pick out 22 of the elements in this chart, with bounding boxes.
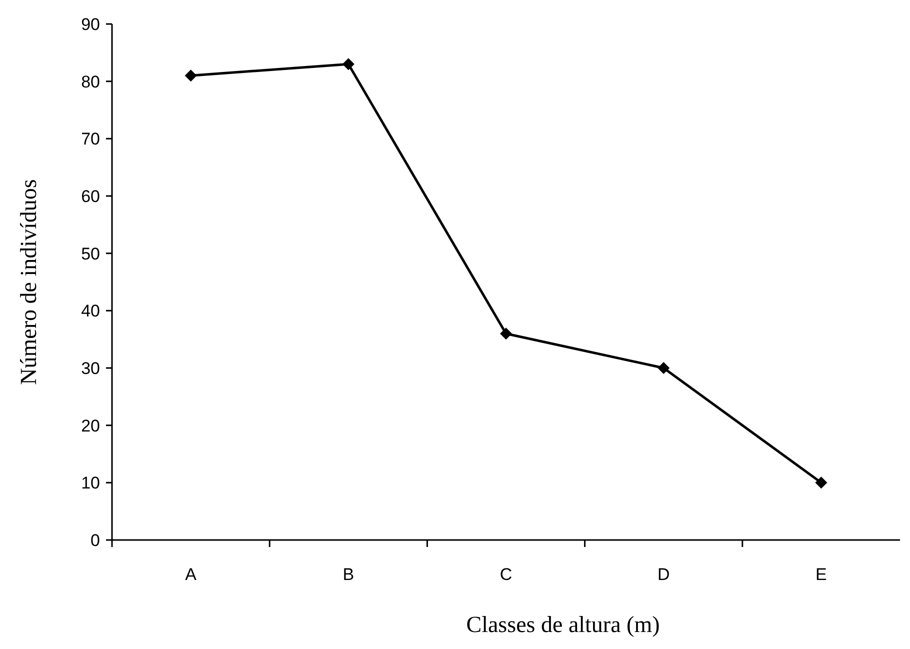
x-axis-title: Classes de altura (m) xyxy=(466,612,660,637)
y-tick-label: 90 xyxy=(81,14,100,34)
x-tick-label: E xyxy=(816,565,827,584)
point xyxy=(342,58,354,70)
y-tick-label: 60 xyxy=(81,186,100,206)
y-tick-label: 70 xyxy=(81,130,100,149)
y-tick-label: 80 xyxy=(81,72,100,92)
point xyxy=(184,70,197,82)
point xyxy=(658,362,670,374)
y-tick-label: 0 xyxy=(90,530,100,550)
x-tick-label: D xyxy=(657,565,670,584)
x-tick-label: A xyxy=(185,565,198,584)
y-tick-label: 40 xyxy=(81,302,100,321)
y-tick-label: 50 xyxy=(81,244,100,264)
point xyxy=(815,476,828,489)
x-tick-label: C xyxy=(500,565,512,584)
y-tick-label: 20 xyxy=(81,416,100,436)
x-tick-label: B xyxy=(342,565,354,584)
y-tick-label: 30 xyxy=(81,358,100,378)
y-tick-label: 10 xyxy=(81,474,100,493)
point xyxy=(500,328,512,340)
y-axis-title: Número de indivíduos xyxy=(16,179,41,385)
